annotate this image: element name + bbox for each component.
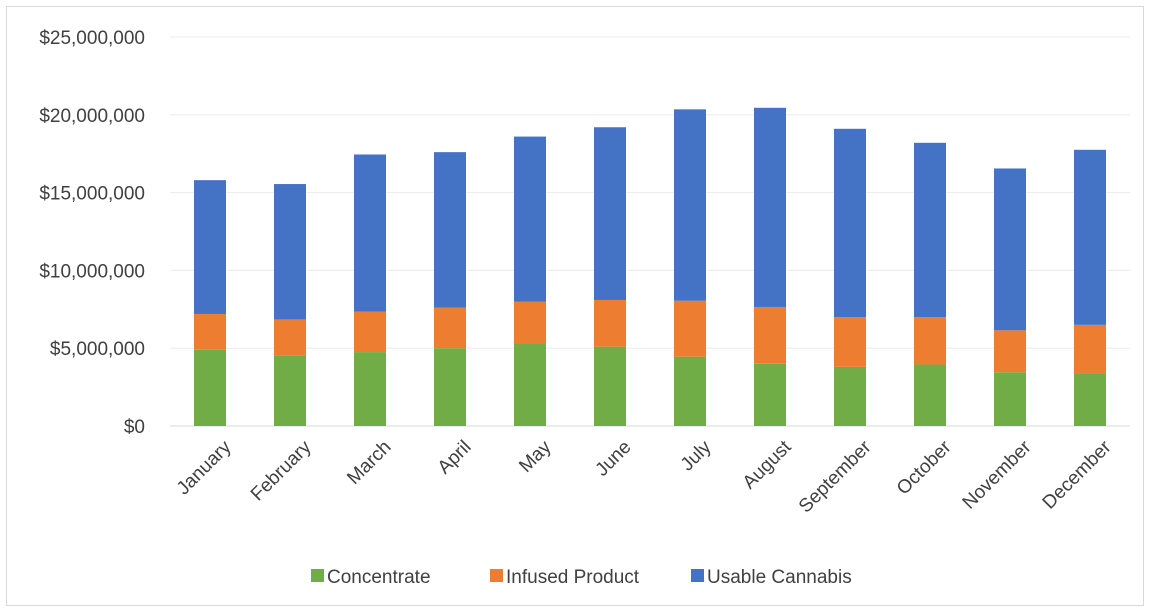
bar-segment-infused-product <box>914 317 946 365</box>
y-tick-label: $15,000,000 <box>39 184 145 205</box>
x-axis: January February March April May June July Augu… <box>173 436 1116 517</box>
bar-segment-usable-cannabis <box>834 128 866 318</box>
bar-segment-infused-product <box>594 299 626 347</box>
bar-segment-infused-product <box>674 300 706 357</box>
bar-segment-concentrate <box>914 364 946 426</box>
y-tick-label: $25,000,000 <box>39 28 145 49</box>
bar-segment-usable-cannabis <box>514 136 546 302</box>
bar-segment-infused-product <box>354 311 386 353</box>
gridlines <box>170 36 1130 427</box>
bar-segment-concentrate <box>274 355 306 426</box>
bar-segment-concentrate <box>754 363 786 426</box>
legend-swatch-infused-product <box>490 569 503 582</box>
bar-segment-usable-cannabis <box>914 142 946 318</box>
bar-segment-infused-product <box>1074 324 1106 374</box>
x-tick-label: July <box>677 436 716 475</box>
bar-segment-usable-cannabis <box>194 180 226 314</box>
legend-swatch-concentrate <box>311 569 324 582</box>
bar-segment-concentrate <box>434 348 466 426</box>
x-tick-label: October <box>893 436 956 499</box>
bar-segment-usable-cannabis <box>994 168 1026 331</box>
bar-segment-concentrate <box>594 346 626 426</box>
y-tick-label: $5,000,000 <box>50 339 145 360</box>
legend: Concentrate Infused Product Usable Cannabi… <box>311 567 852 588</box>
bar-segment-infused-product <box>754 306 786 364</box>
legend-label: Infused Product <box>506 567 640 588</box>
y-tick-label: $0 <box>124 417 145 438</box>
y-tick-label: $10,000,000 <box>39 261 145 282</box>
bar-segment-concentrate <box>674 356 706 426</box>
y-tick-label: $20,000,000 <box>39 106 145 127</box>
bar-segment-usable-cannabis <box>594 127 626 300</box>
x-tick-label: March <box>343 437 395 489</box>
x-tick-label: September <box>795 436 876 517</box>
x-tick-label: June <box>592 437 636 481</box>
x-tick-label: November <box>959 436 1036 513</box>
bar-segment-concentrate <box>354 352 386 426</box>
bar-segment-infused-product <box>434 307 466 349</box>
bar-segment-concentrate <box>1074 373 1106 426</box>
bar-segment-infused-product <box>274 319 306 356</box>
bar-segment-usable-cannabis <box>434 152 466 308</box>
bar-segment-usable-cannabis <box>1074 149 1106 325</box>
bar-segment-infused-product <box>194 313 226 350</box>
bar-segment-infused-product <box>834 317 866 367</box>
bar-segment-infused-product <box>514 301 546 344</box>
bar-segment-concentrate <box>194 349 226 426</box>
x-tick-label: August <box>739 436 796 493</box>
x-tick-label: February <box>247 436 316 505</box>
bar-segment-infused-product <box>994 330 1026 373</box>
bar-segment-concentrate <box>834 366 866 426</box>
bar-segment-concentrate <box>994 372 1026 426</box>
bar-segment-usable-cannabis <box>274 184 306 320</box>
legend-swatch-usable-cannabis <box>691 569 704 582</box>
legend-label: Concentrate <box>327 567 431 588</box>
bar-segment-usable-cannabis <box>754 107 786 307</box>
bars <box>194 107 1106 426</box>
x-tick-label: April <box>434 437 476 479</box>
bar-segment-usable-cannabis <box>354 154 386 312</box>
x-tick-label: December <box>1039 436 1116 513</box>
bar-segment-concentrate <box>514 343 546 426</box>
x-tick-label: May <box>515 436 556 477</box>
y-axis: $0 $5,000,000 $10,000,000 $15,000,000 $20,00… <box>39 28 145 438</box>
legend-label: Usable Cannabis <box>707 567 852 588</box>
x-tick-label: January <box>173 436 236 499</box>
bar-segment-usable-cannabis <box>674 109 706 301</box>
